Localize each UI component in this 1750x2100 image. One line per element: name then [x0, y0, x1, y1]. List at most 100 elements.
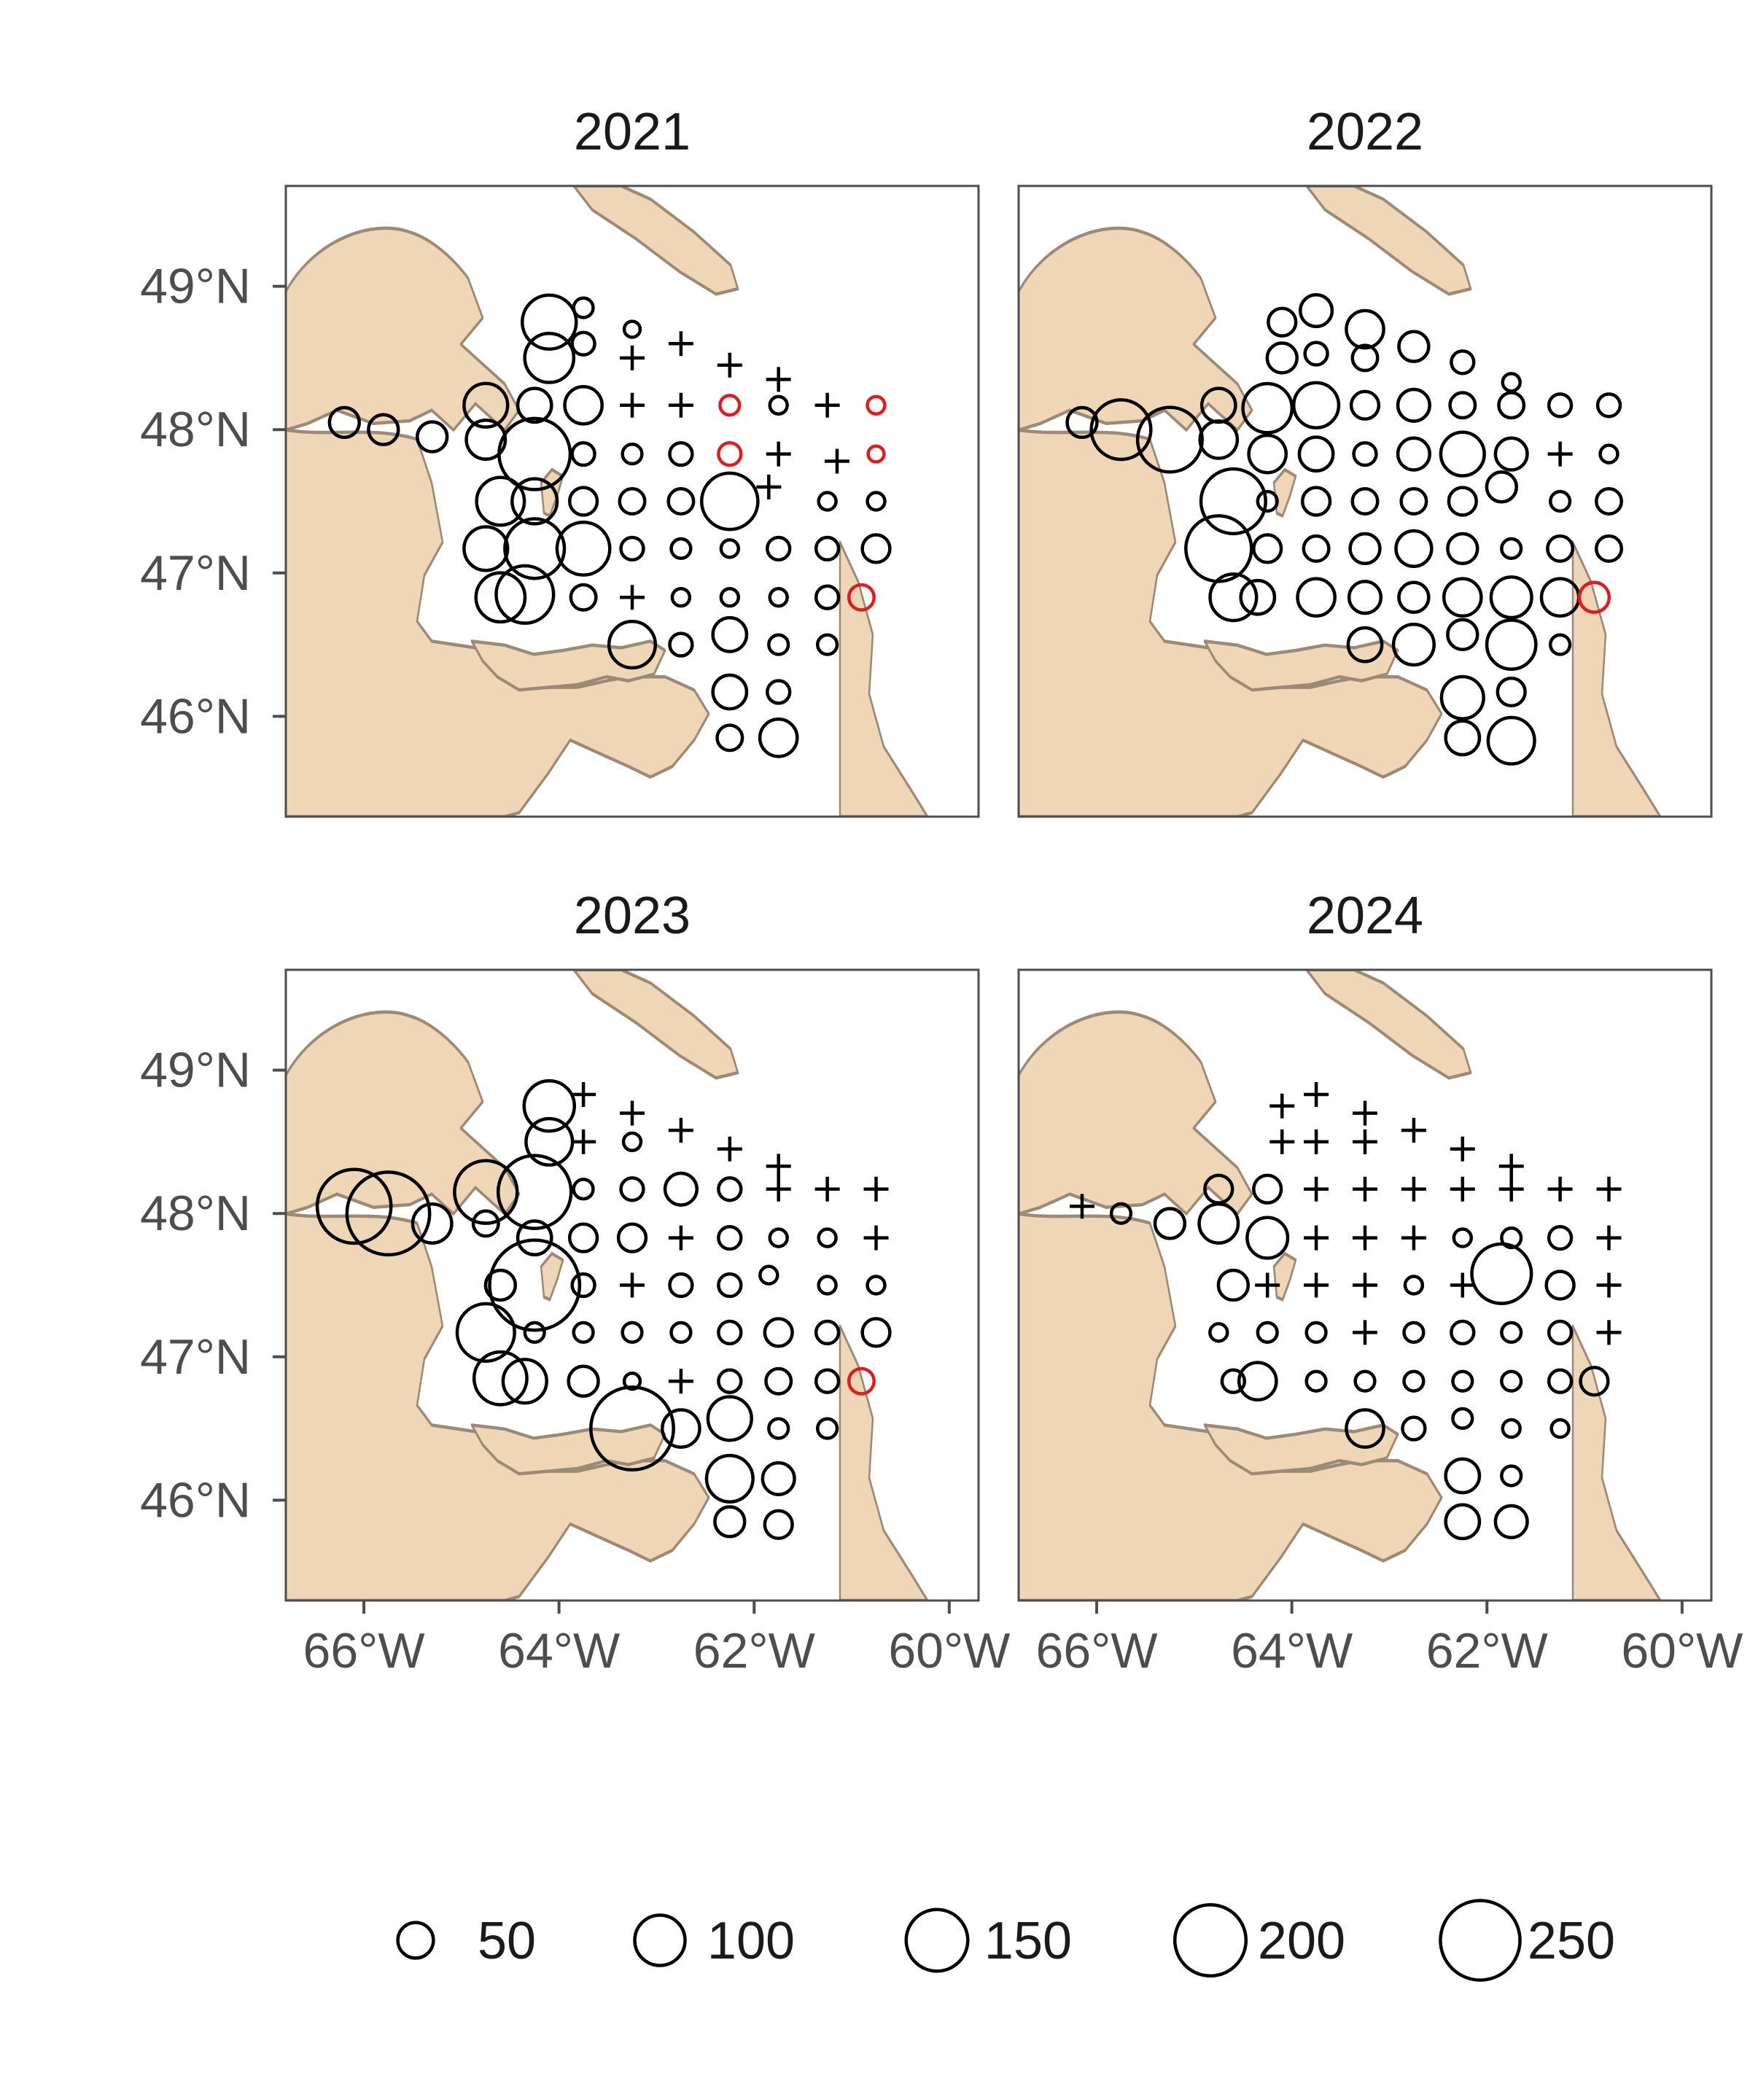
station-circle: [763, 1317, 794, 1348]
station-circle: [768, 587, 789, 608]
zero-catch-marker: [756, 474, 782, 499]
station-circle: [764, 1366, 793, 1396]
station-circle: [411, 1202, 454, 1245]
station-circle: [815, 633, 839, 656]
station-circle: [621, 1321, 644, 1344]
station-circle: [1501, 1418, 1522, 1439]
station-circle: [483, 1268, 518, 1302]
station-circle: [1546, 534, 1575, 563]
zero-catch-marker: [863, 1176, 889, 1202]
legend-circle: [633, 1913, 687, 1967]
station-circle: [1304, 1321, 1328, 1344]
station-circle: [567, 1364, 600, 1398]
lat-tick-label: 49°N: [140, 259, 251, 314]
station-circle: [1547, 1368, 1574, 1394]
zero-catch-marker: [620, 1272, 645, 1298]
zero-catch-marker: [1401, 1118, 1426, 1143]
map-panel-2023: 2023 49°N 48°N 47°N 46°N 66°W 64°W 62°W 60°W: [140, 887, 1010, 1679]
station-circle: [763, 1509, 794, 1540]
map-panel-2022: 2022: [1017, 103, 1713, 818]
station-circle: [1451, 1369, 1474, 1393]
station-circle: [814, 1368, 841, 1394]
station-circle: [622, 319, 642, 339]
station-circle: [1547, 1224, 1574, 1251]
map-plot-area: [286, 970, 979, 1601]
lon-tick-label: 66°W: [1036, 1623, 1158, 1679]
station-circle: [1347, 580, 1383, 615]
station-circle: [699, 471, 760, 532]
station-circle: [607, 620, 658, 670]
station-circle: [1353, 1369, 1377, 1393]
station-circle: [471, 1209, 500, 1238]
station-circle: [1598, 443, 1619, 464]
zero-catch-marker: [1450, 1136, 1475, 1162]
station-circle: [1216, 1268, 1251, 1302]
lon-tick-label: 62°W: [693, 1623, 815, 1679]
station-circle: [1352, 440, 1378, 467]
station-circle: [1397, 330, 1431, 363]
station-circle: [866, 491, 887, 512]
zero-catch-marker: [1401, 1176, 1426, 1202]
station-circle: [1303, 341, 1329, 367]
station-circle: [866, 444, 886, 464]
station-circle: [860, 1317, 892, 1348]
station-circle: [1345, 308, 1385, 350]
station-circle: [570, 330, 596, 357]
legend-circle: [396, 1921, 435, 1960]
zero-catch-marker: [620, 585, 645, 610]
station-circle: [367, 413, 400, 446]
zero-catch-marker: [1255, 1272, 1280, 1298]
station-circle: [1500, 1464, 1523, 1488]
station-circle: [472, 1350, 529, 1407]
station-circle: [766, 679, 792, 705]
station-circle: [1197, 1202, 1240, 1245]
station-circle: [866, 394, 887, 416]
station-circle: [1500, 1369, 1523, 1393]
station-circle: [758, 1264, 779, 1286]
station-circle: [1446, 618, 1479, 651]
station-circle: [1208, 572, 1259, 623]
zero-catch-marker: [1353, 1272, 1377, 1298]
station-circle: [453, 1159, 519, 1225]
zero-catch-marker: [620, 392, 645, 418]
station-circle: [1500, 1321, 1523, 1344]
legend-label: 50: [478, 1912, 536, 1970]
station-circle: [516, 386, 553, 424]
station-circle: [717, 1368, 743, 1394]
lat-tick-label: 47°N: [140, 1329, 251, 1385]
zero-catch-marker: [668, 392, 693, 418]
station-circle: [1296, 577, 1337, 618]
zero-catch-marker: [1353, 1320, 1377, 1345]
station-circle: [1577, 580, 1611, 614]
station-circle: [496, 1154, 573, 1230]
station-circle: [1397, 580, 1431, 614]
zero-catch-marker: [1596, 1176, 1622, 1202]
zero-catch-marker: [766, 1154, 791, 1179]
station-circle: [572, 1321, 595, 1344]
legend-circle: [1172, 1902, 1248, 1978]
station-circle: [711, 615, 749, 653]
zero-catch-marker: [1353, 1100, 1377, 1126]
lat-tick-label: 48°N: [140, 1186, 251, 1241]
station-circle: [345, 1170, 432, 1257]
station-circle: [1346, 626, 1384, 664]
station-circle: [1444, 719, 1482, 757]
station-circle: [1252, 533, 1283, 564]
station-circle: [1595, 487, 1624, 516]
station-circle: [494, 564, 556, 625]
zero-catch-marker: [1353, 1129, 1377, 1154]
station-circle: [1302, 534, 1331, 563]
zero-catch-marker: [1304, 1225, 1329, 1251]
panel-frame: [284, 968, 980, 1602]
station-circle: [563, 384, 604, 426]
station-circle: [1500, 537, 1523, 560]
station-circle: [1089, 398, 1153, 462]
station-circle: [711, 673, 749, 711]
station-circle: [1470, 1242, 1533, 1305]
legend-circle: [1439, 1899, 1522, 1982]
station-circle: [1291, 381, 1341, 429]
station-circle: [1304, 1369, 1328, 1393]
station-circle: [758, 718, 799, 758]
station-circle: [847, 1366, 876, 1396]
station-circle: [1153, 1207, 1187, 1240]
